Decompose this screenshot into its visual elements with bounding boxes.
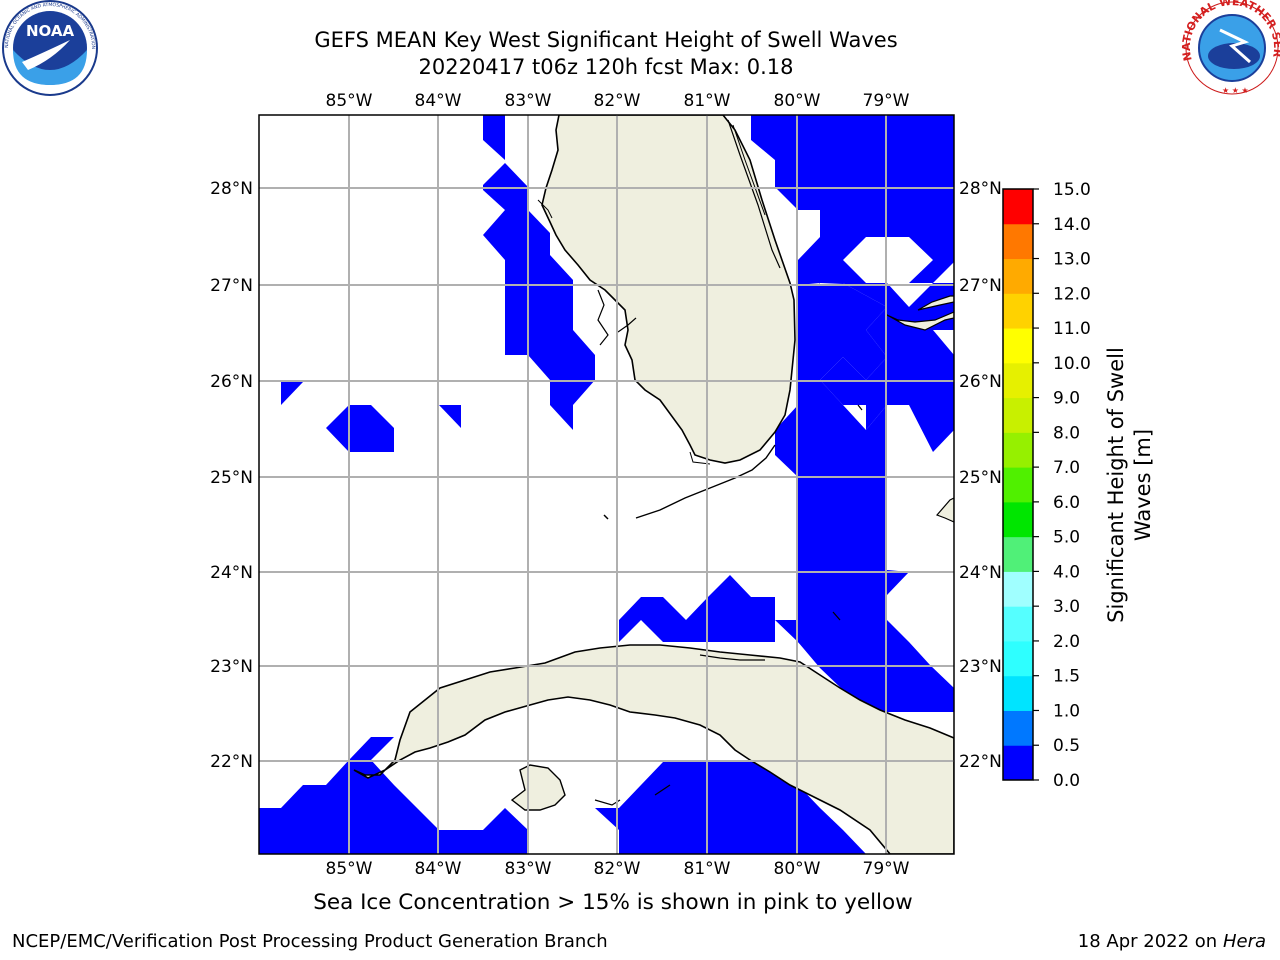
lat-label-left: 24°N — [210, 563, 253, 583]
land-cuba — [353, 644, 954, 854]
lat-label-left: 23°N — [210, 657, 253, 677]
lon-label-bottom: 79°W — [863, 859, 910, 879]
colorbar-tick-label: 4.0 — [1053, 562, 1080, 582]
colorbar-segment — [1003, 536, 1033, 572]
swell-height-field — [259, 115, 954, 854]
lat-label-right: 28°N — [959, 179, 1002, 199]
lon-label-bottom: 83°W — [505, 859, 552, 879]
lon-label-bottom: 81°W — [684, 859, 731, 879]
colorbar-label-line-1: Significant Height of Swell — [1104, 347, 1128, 623]
footer-host: Hera — [1222, 931, 1266, 952]
noaa-logo: NOAA NATIONAL OCEANIC AND ATMOSPHERIC AD… — [0, 0, 98, 96]
colorbar-label-line-2: Waves [m] — [1131, 429, 1155, 541]
colorbar-tick-label: 1.0 — [1053, 701, 1080, 721]
colorbar-tick-label: 11.0 — [1053, 319, 1091, 339]
colorbar-segment — [1003, 189, 1033, 225]
colorbar-segment — [1003, 467, 1033, 503]
colorbar-segment — [1003, 675, 1033, 711]
lat-label-right: 23°N — [959, 657, 1002, 677]
florida-keys — [635, 444, 776, 519]
lon-label-top: 82°W — [594, 91, 641, 111]
map-area — [259, 115, 954, 854]
lon-label-top: 80°W — [774, 91, 821, 111]
footer-date-text: 18 Apr 2022 on — [1077, 931, 1218, 952]
colorbar-tick-label: 9.0 — [1053, 389, 1080, 409]
lat-label-right: 26°N — [959, 372, 1002, 392]
colorbar-tick-label: 2.0 — [1053, 632, 1080, 652]
colorbar-tick-label: 1.5 — [1053, 667, 1080, 687]
lat-label-left: 27°N — [210, 276, 253, 296]
lat-label-left: 22°N — [210, 752, 253, 772]
lat-label-right: 27°N — [959, 276, 1002, 296]
lon-labels-top: 85°W 84°W 83°W 82°W 81°W 80°W 79°W — [326, 91, 910, 111]
colorbar-tick-label: 7.0 — [1053, 458, 1080, 478]
lon-label-top: 79°W — [863, 91, 910, 111]
title-line-1: GEFS MEAN Key West Significant Height of… — [314, 28, 898, 52]
lat-label-left: 28°N — [210, 179, 253, 199]
colorbar-segment — [1003, 710, 1033, 746]
colorbar-tick-label: 12.0 — [1053, 284, 1091, 304]
colorbar-tick-label: 5.0 — [1053, 528, 1080, 548]
lat-label-right: 25°N — [959, 468, 1002, 488]
lat-labels-right: 28°N 27°N 26°N 25°N 24°N 23°N 22°N — [959, 179, 1002, 772]
colorbar-tick-label: 3.0 — [1053, 597, 1080, 617]
colorbar-segment — [1003, 571, 1033, 607]
colorbar-tick-labels: 0.0 0.5 1.0 1.5 2.0 3.0 4.0 5.0 6.0 7.0 8.0 9.0 10.0… — [1033, 180, 1091, 791]
colorbar-segment — [1003, 501, 1033, 538]
colorbar-segment — [1003, 328, 1033, 364]
lon-label-top: 85°W — [326, 91, 373, 111]
colorbar-segment — [1003, 745, 1033, 781]
footer-date: 18 Apr 2022 on Hera — [1078, 931, 1266, 952]
colorbar-segment — [1003, 397, 1033, 433]
colorbar-tick-label: 14.0 — [1053, 215, 1091, 235]
lat-label-left: 26°N — [210, 372, 253, 392]
colorbar-tick-label: 15.0 — [1053, 180, 1091, 200]
lat-label-left: 25°N — [210, 468, 253, 488]
colorbar-segment — [1003, 293, 1033, 329]
lon-label-bottom: 84°W — [415, 859, 462, 879]
colorbar-segment — [1003, 640, 1033, 677]
colorbar-segment — [1003, 432, 1033, 468]
colorbar-tick-label: 8.0 — [1053, 423, 1080, 443]
colorbar-frame — [1002, 188, 1034, 781]
noaa-logo-text: NOAA — [26, 22, 75, 40]
colorbar-segment — [1003, 258, 1033, 294]
lon-label-bottom: 85°W — [326, 859, 373, 879]
lon-label-top: 81°W — [684, 91, 731, 111]
lon-label-top: 83°W — [505, 91, 552, 111]
colorbar-segment — [1003, 362, 1033, 399]
dry-tortugas — [603, 514, 609, 520]
lon-labels-bottom: 85°W 84°W 83°W 82°W 81°W 80°W 79°W — [326, 859, 910, 879]
svg-text:★ ★ ★: ★ ★ ★ — [1222, 86, 1249, 95]
map-frame — [258, 114, 955, 855]
lat-label-right: 24°N — [959, 563, 1002, 583]
colorbar-tick-label: 13.0 — [1053, 250, 1091, 270]
lon-label-top: 84°W — [415, 91, 462, 111]
svg-text:NATIONAL WEATHER SERVICE: NATIONAL WEATHER SERVICE — [0, 0, 1280, 62]
isla-de-la-juventud — [510, 764, 566, 811]
colorbar-tick-label: 6.0 — [1053, 493, 1080, 513]
footer-producer: NCEP/EMC/Verification Post Processing Pr… — [12, 931, 608, 952]
title-line-2: 20220417 t06z 120h fcst Max: 0.18 — [418, 55, 794, 79]
colorbar-tick-label: 10.0 — [1053, 354, 1091, 374]
colorbar-tick-label: 0.0 — [1053, 771, 1080, 791]
lon-label-bottom: 82°W — [594, 859, 641, 879]
land-bahamas — [832, 295, 954, 621]
colorbar — [1002, 188, 1034, 781]
lon-label-bottom: 80°W — [774, 859, 821, 879]
lat-label-right: 22°N — [959, 752, 1002, 772]
nws-logo: NATIONAL WEATHER SERVICE ★ ★ ★ — [0, 0, 1280, 95]
colorbar-segment — [1003, 606, 1033, 642]
lat-labels-left: 28°N 27°N 26°N 25°N 24°N 23°N 22°N — [210, 179, 253, 772]
colorbar-segment — [1003, 223, 1033, 260]
colorbar-tick-label: 0.5 — [1053, 736, 1080, 756]
sea-ice-note: Sea Ice Concentration > 15% is shown in … — [313, 890, 913, 915]
land-florida — [537, 115, 796, 465]
graticule — [259, 115, 954, 854]
